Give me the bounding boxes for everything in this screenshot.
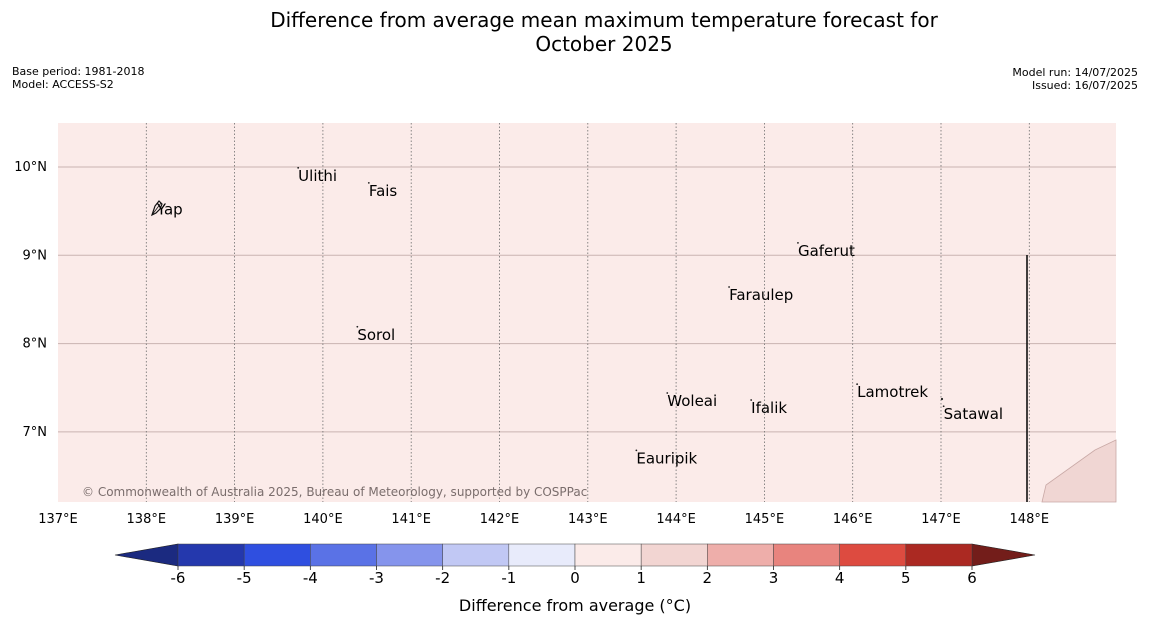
place-label-woleai: Woleai: [667, 392, 717, 410]
land-southeast-corner: [1041, 439, 1117, 503]
place-label-fais: Fais: [369, 182, 398, 200]
place-label-lamotrek: Lamotrek: [857, 383, 928, 401]
colorbar-tick-5: 5: [901, 569, 911, 587]
colorbar-bin-1-to-2: [640, 543, 708, 567]
yap-island-outline: [150, 200, 163, 217]
lon-label-138-e: 138°E: [127, 512, 167, 527]
colorbar-bin-4-to-3: [310, 543, 377, 567]
colorbar-tick-0: 0: [570, 569, 580, 587]
place-satawal: Satawal: [942, 405, 1003, 423]
lon-label-144-e: 144°E: [656, 512, 696, 527]
place-sorol: Sorol: [356, 326, 395, 344]
copyright-text: © Commonwealth of Australia 2025, Bureau…: [82, 485, 587, 499]
place-marker-ifalik: [750, 399, 753, 401]
lat-label-10-n: 10°N: [14, 160, 47, 175]
place-labels: Yap Ulithi Fais Gaferut Faraulep Sorol Lamotre…: [150, 167, 1003, 467]
place-label-satawal: Satawal: [944, 405, 1003, 423]
colorbar-tick-4: 4: [835, 569, 845, 587]
longitude-labels: 137°E 138°E 139°E 140°E 141°E 142°E 143°E 144°E…: [38, 512, 1049, 527]
lon-label-145-e: 145°E: [745, 512, 785, 527]
colorbar-bin-2-to-1: [442, 543, 510, 567]
place-ifalik: Ifalik: [750, 399, 787, 417]
place-label-eauripik: Eauripik: [636, 449, 697, 467]
lon-label-142-e: 142°E: [480, 512, 520, 527]
info-left: Base period: 1981-2018 Model: ACCESS-S2: [12, 65, 144, 91]
colorbar-bin-4-to-5: [839, 543, 907, 567]
issued-text: Issued: 16/07/2025: [1031, 79, 1138, 92]
place-yap: Yap: [150, 200, 183, 218]
colorbar-extend-high: [971, 543, 1036, 567]
lon-label-137-e: 137°E: [38, 512, 78, 527]
place-label-faraulep: Faraulep: [729, 286, 793, 304]
place-marker-faraulep: [728, 286, 730, 288]
colorbar-bin-5-to-6: [905, 543, 973, 567]
colorbar-bin-5-to-4: [243, 543, 311, 567]
place-marker-woleai: [666, 392, 669, 394]
title-line-2: October 2025: [535, 32, 673, 56]
place-label-ulithi: Ulithi: [298, 167, 337, 185]
colorbar: -6 -5 -4 -3 -2 -1 0 1 2 3 4 5 6: [114, 543, 1036, 587]
colorbar-bin-6-to-5: [177, 543, 245, 567]
colorbar-bin-0-to-1: [574, 543, 642, 567]
place-woleai: Woleai: [666, 392, 717, 410]
lon-label-143-e: 143°E: [568, 512, 608, 527]
lat-label-7-n: 7°N: [23, 425, 48, 440]
model-run-text: Model run: 14/07/2025: [1012, 66, 1138, 79]
colorbar-bin-2-to-3: [707, 543, 774, 567]
lat-label-9-n: 9°N: [23, 248, 48, 263]
place-gaferut: Gaferut: [797, 242, 855, 260]
colorbar-tick-3: 3: [769, 569, 779, 587]
info-right: Model run: 14/07/2025 Issued: 16/07/2025: [1012, 66, 1138, 92]
lon-label-139-e: 139°E: [215, 512, 255, 527]
base-period-text: Base period: 1981-2018: [12, 65, 145, 78]
place-label-gaferut: Gaferut: [798, 242, 855, 260]
colorbar-tick-2: -2: [435, 569, 450, 587]
place-marker-eauripik: [635, 449, 638, 452]
colorbar-tick-6: 6: [967, 569, 977, 587]
place-faraulep: Faraulep: [728, 286, 793, 304]
lat-label-8-n: 8°N: [23, 337, 48, 352]
islet-marker: [940, 397, 944, 401]
latitude-labels: 10°N 9°N 8°N 7°N: [14, 160, 47, 440]
colorbar-tick-1: 1: [636, 569, 646, 587]
title-line-1: Difference from average mean maximum tem…: [270, 8, 938, 32]
colorbar-tick-5: -5: [237, 569, 252, 587]
place-eauripik: Eauripik: [635, 449, 698, 467]
place-marker-gaferut: [797, 241, 799, 244]
lon-label-148-e: 148°E: [1010, 512, 1050, 527]
colorbar-bin-3-to-2: [376, 543, 443, 567]
model-text: Model: ACCESS-S2: [12, 78, 114, 91]
colorbar-tick-6: -6: [171, 569, 186, 587]
map-background: [58, 123, 1116, 502]
lon-label-146-e: 146°E: [833, 512, 873, 527]
place-label-ifalik: Ifalik: [751, 399, 787, 417]
yap-island-detail: [151, 202, 162, 216]
place-ulithi: Ulithi: [297, 167, 337, 185]
map-title: Difference from average mean maximum tem…: [0, 8, 1150, 56]
place-lamotrek: Lamotrek: [856, 383, 928, 401]
colorbar-tick-2: 2: [703, 569, 713, 587]
lon-label-147-e: 147°E: [921, 512, 961, 527]
place-fais: Fais: [367, 181, 398, 200]
colorbar-bin-3-to-4: [773, 543, 840, 567]
colorbar-bin-1-to-0: [508, 543, 576, 567]
colorbar-label: Difference from average (°C): [458, 596, 692, 615]
place-marker-lamotrek: [856, 383, 859, 386]
place-marker-sorol: [356, 325, 359, 328]
gridlines: [58, 123, 1116, 502]
place-marker-fais: [367, 181, 370, 184]
lon-label-141-e: 141°E: [391, 512, 431, 527]
colorbar-extend-low: [114, 543, 179, 567]
colorbar-tick-1: -1: [501, 569, 516, 587]
place-marker-ulithi: [297, 166, 300, 169]
lon-label-140-e: 140°E: [303, 512, 343, 527]
colorbar-tick-3: -3: [369, 569, 384, 587]
colorbar-tick-4: -4: [303, 569, 318, 587]
map-panel: Yap Ulithi Fais Gaferut Faraulep Sorol Lamotre…: [58, 123, 1117, 503]
place-label-sorol: Sorol: [357, 326, 395, 344]
place-label-yap: Yap: [156, 200, 183, 218]
place-marker-satawal: [942, 405, 945, 408]
